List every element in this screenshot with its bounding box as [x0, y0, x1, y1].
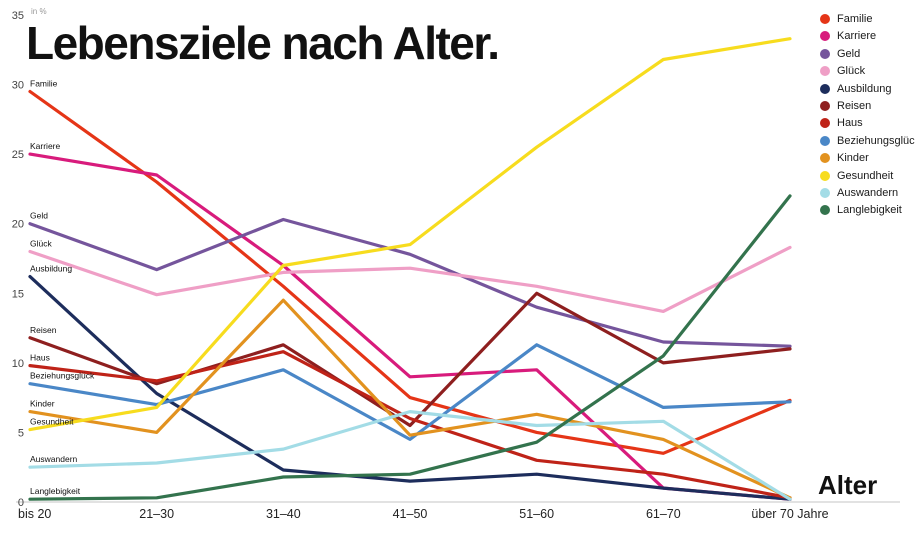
series-start-label-karriere: Karriere — [30, 141, 61, 151]
legend-label: Ausbildung — [837, 82, 892, 95]
legend-dot-reisen — [820, 100, 830, 111]
legend-item-kinder: Kinder — [820, 152, 915, 164]
legend-dot-familie — [820, 14, 830, 24]
series-line-langlebigkeit — [28, 194, 792, 501]
legend-item-ausbildung: Ausbildung — [820, 83, 915, 95]
y-tick-label: 35 — [12, 10, 24, 22]
series-start-label-familie: Familie — [30, 79, 58, 89]
series-start-label-ausbildung: Ausbildung — [30, 264, 72, 274]
x-tick-label-61-70: 61–70 — [646, 507, 681, 521]
y-tick-label: 10 — [12, 358, 24, 370]
x-tick-label-51-60: 51–60 — [519, 507, 554, 521]
legend-label: Reisen — [837, 99, 872, 112]
legend-label: Familie — [837, 13, 873, 25]
series-line-familie — [28, 89, 792, 455]
legend-dot-ausbildung — [820, 83, 830, 94]
legend-item-langlebigkeit: Langlebigkeit — [820, 204, 915, 216]
x-tick-label-31-40: 31–40 — [266, 507, 301, 521]
series-line-beziehungsgluck — [28, 343, 792, 441]
series-line-kinder — [28, 298, 792, 500]
legend-dot-beziehungsgluck — [820, 135, 830, 146]
legend-label: Langlebigkeit — [837, 204, 902, 217]
y-axis-unit-label: in % — [31, 7, 47, 16]
legend-dot-geld — [820, 48, 830, 59]
legend-dot-haus — [820, 118, 830, 129]
legend-label: Karriere — [837, 30, 877, 43]
legend-label: Auswandern — [837, 186, 899, 199]
y-tick-label: 15 — [12, 288, 24, 300]
legend-item-gluck: Glück — [820, 65, 915, 77]
legend-dot-auswandern — [820, 187, 830, 198]
legend-dot-langlebigkeit — [820, 205, 830, 216]
legend-label: Geld — [837, 47, 861, 60]
series-start-label-geld: Geld — [30, 211, 48, 221]
legend-item-geld: Geld — [820, 48, 915, 60]
legend-label: Beziehungsglück — [837, 134, 915, 147]
legend-dot-gluck — [820, 66, 830, 77]
x-tick-label-41-50: 41–50 — [393, 507, 428, 521]
y-tick-label: 20 — [12, 219, 24, 231]
legend-dot-karriere — [820, 31, 830, 42]
legend-item-haus: Haus — [820, 117, 915, 129]
x-tick-label-uber-70-jahre: über 70 Jahre — [751, 507, 828, 521]
y-tick-label: 5 — [18, 427, 24, 439]
y-tick-label: 30 — [12, 80, 24, 92]
series-line-ausbildung — [28, 275, 792, 501]
series-start-label-haus: Haus — [30, 353, 50, 363]
x-tick-label-21-30: 21–30 — [139, 507, 174, 521]
series-line-haus — [28, 350, 792, 500]
series-line-gesundheit — [28, 37, 792, 432]
legend-item-reisen: Reisen — [820, 100, 915, 112]
legend-label: Haus — [837, 117, 863, 130]
series-line-gluck — [28, 245, 792, 313]
legend-label: Gesundheit — [837, 169, 894, 182]
chart-title: Lebensziele nach Alter. — [26, 17, 500, 69]
series-start-label-kinder: Kinder — [30, 399, 55, 409]
legend-dot-gesundheit — [820, 170, 830, 181]
series-line-auswandern — [28, 410, 792, 501]
series-line-geld — [28, 217, 792, 348]
legend-item-beziehungsgluck: Beziehungsglück — [820, 135, 915, 147]
series-line-reisen — [28, 291, 792, 428]
series-start-label-beziehungsgluck: Beziehungsglück — [30, 371, 95, 381]
legend-item-karriere: Karriere — [820, 30, 915, 42]
series-start-label-gesundheit: Gesundheit — [30, 417, 74, 427]
x-tick-label-bis-20: bis 20 — [18, 507, 51, 521]
legend-label: Kinder — [837, 152, 869, 165]
series-start-label-langlebigkeit: Langlebigkeit — [30, 486, 81, 496]
legend-item-auswandern: Auswandern — [820, 187, 915, 199]
legend-item-gesundheit: Gesundheit — [820, 170, 915, 182]
y-tick-label: 25 — [12, 149, 24, 161]
series-start-label-reisen: Reisen — [30, 325, 57, 335]
legend: Familie Karriere Geld Glück Ausbildung Reisen… — [820, 13, 915, 216]
y-tick-label: 0 — [18, 497, 24, 509]
series-start-label-auswandern: Auswandern — [30, 454, 78, 464]
x-axis-title: Alter — [818, 470, 878, 500]
legend-dot-kinder — [820, 153, 830, 164]
legend-item-familie: Familie — [820, 13, 915, 25]
series-start-label-gluck: Glück — [30, 239, 52, 249]
legend-label: Glück — [837, 65, 866, 78]
